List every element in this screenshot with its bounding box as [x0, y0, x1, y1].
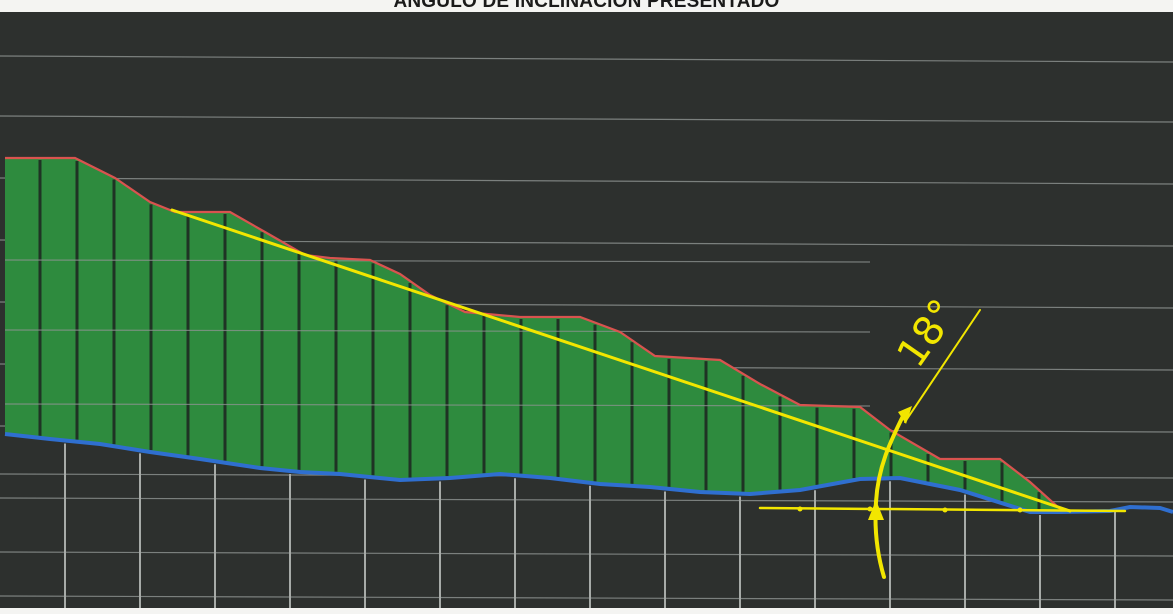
horizontal-reference-line — [758, 506, 1127, 513]
lower-grid — [64, 443, 1116, 608]
fill-grid — [4, 259, 871, 407]
page-title: ANGULO DE INCLINACION PRESENTADO — [393, 0, 780, 12]
angle-leader-line — [904, 309, 981, 423]
angle-arrowheads — [868, 406, 912, 520]
page-bottom-strip — [0, 608, 1173, 614]
slope-line — [170, 208, 1072, 513]
base-line — [4, 432, 1173, 514]
reference-dots — [797, 506, 1023, 513]
fill-hatching — [38, 160, 1041, 510]
terrain-line — [5, 156, 1081, 514]
fill-section — [5, 158, 1060, 512]
section-drawing: 18° — [0, 12, 1173, 614]
